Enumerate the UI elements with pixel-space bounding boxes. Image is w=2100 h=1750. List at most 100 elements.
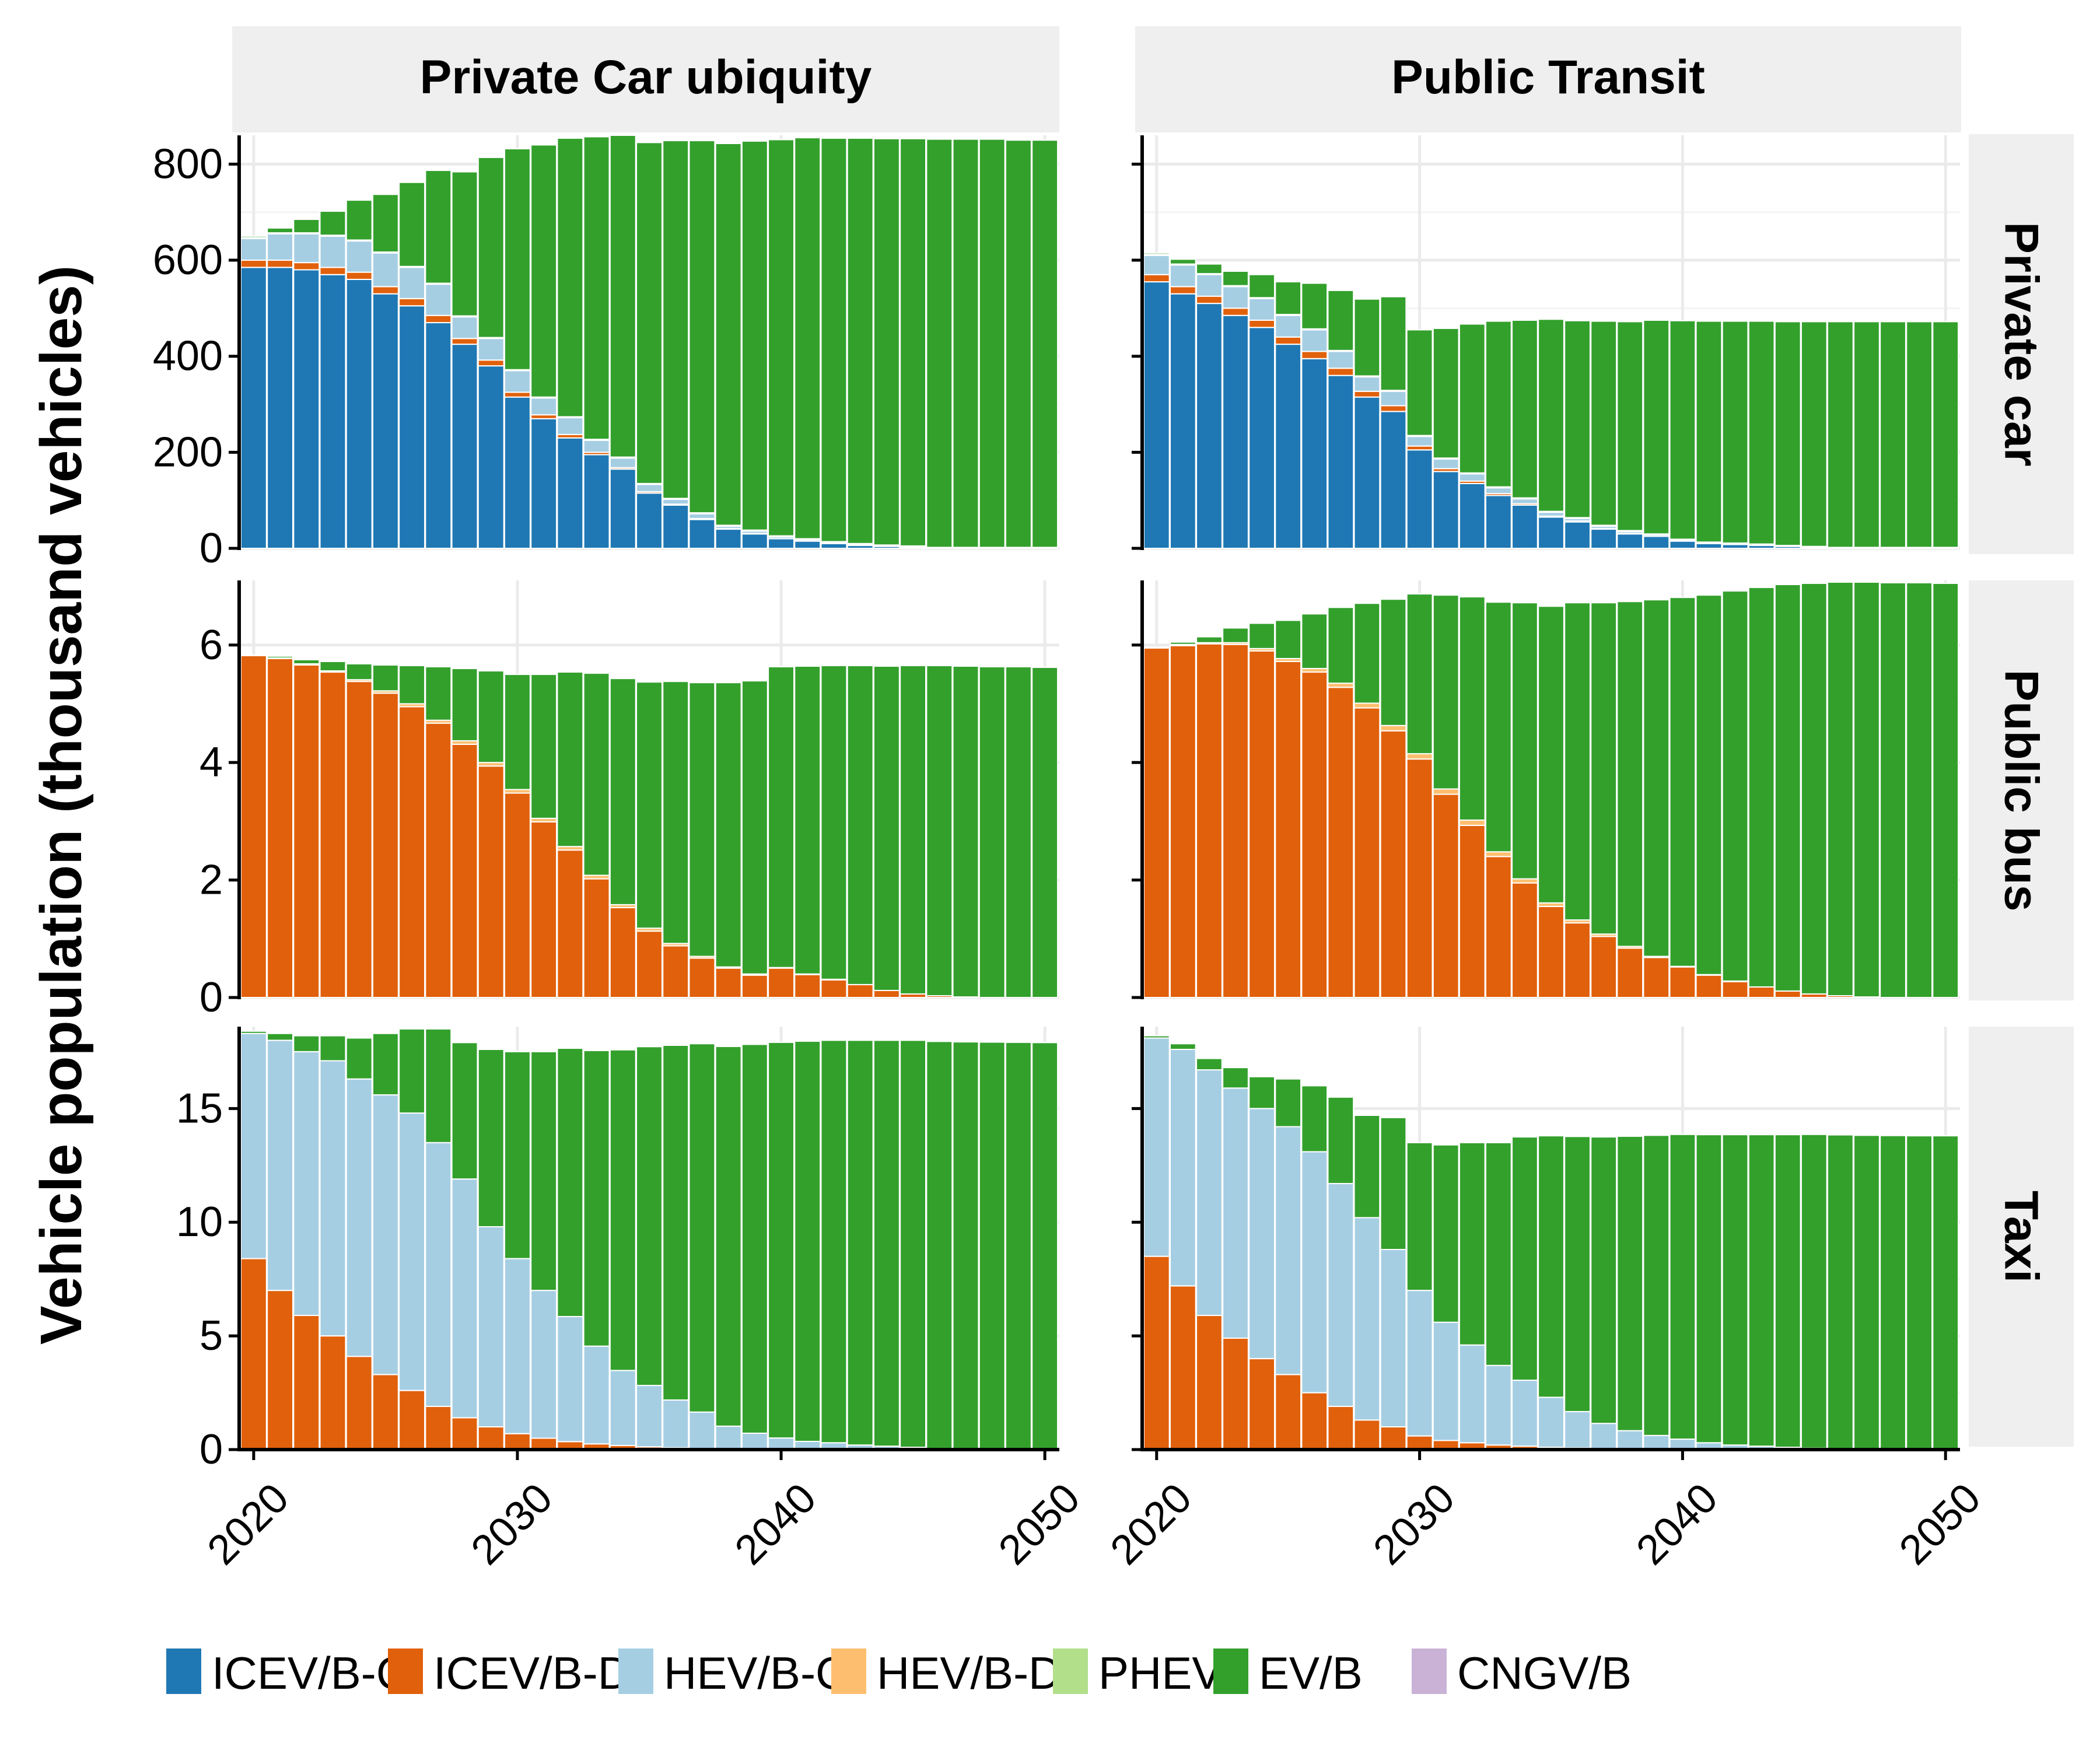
bar-private-car-ubiquity-public-bus-icev-b-d-2023 xyxy=(319,671,346,999)
bar-private-car-ubiquity-public-bus-icev-b-d-2036 xyxy=(662,945,690,998)
bar-public-transit-public-bus-ev-b-2036 xyxy=(1564,602,1591,921)
bar-public-transit-public-bus-icev-b-d-2024 xyxy=(1248,650,1275,998)
panel-public-transit-private-car xyxy=(1142,135,1960,550)
bar-public-transit-private-car-ev-b-2020 xyxy=(1143,252,1170,256)
bar-private-car-ubiquity-private-car-hev-b-g-2022 xyxy=(293,233,320,264)
bar-public-transit-private-car-hev-b-g-2031 xyxy=(1432,458,1460,470)
bar-private-car-ubiquity-private-car-icev-b-g-2026 xyxy=(398,305,426,549)
bar-public-transit-private-car-ev-b-2022 xyxy=(1196,263,1223,275)
bar-public-transit-public-bus-icev-b-d-2031 xyxy=(1432,793,1460,998)
bar-public-transit-taxi-hev-b-g-2039 xyxy=(1643,1434,1670,1450)
bar-private-car-ubiquity-taxi-icev-b-d-2022 xyxy=(293,1315,320,1450)
bar-public-transit-public-bus-icev-b-d-2026 xyxy=(1301,671,1328,999)
bar-private-car-ubiquity-public-bus-ev-b-2021 xyxy=(267,655,294,659)
bar-public-transit-private-car-ev-b-2031 xyxy=(1432,327,1460,459)
bar-public-transit-taxi-hev-b-g-2027 xyxy=(1327,1182,1354,1407)
bar-public-transit-taxi-ev-b-2022 xyxy=(1196,1058,1223,1071)
bar-private-car-ubiquity-public-bus-icev-b-d-2029 xyxy=(477,765,505,998)
bar-private-car-ubiquity-taxi-ev-b-2048 xyxy=(978,1041,1006,1450)
bar-public-transit-taxi-ev-b-2029 xyxy=(1380,1116,1407,1250)
bar-private-car-ubiquity-public-bus-ev-b-2047 xyxy=(952,666,979,998)
bar-private-car-ubiquity-private-car-hev-b-g-2032 xyxy=(556,417,584,435)
bar-private-car-ubiquity-taxi-icev-b-d-2030 xyxy=(504,1433,531,1451)
bar-public-transit-taxi-ev-b-2039 xyxy=(1643,1135,1670,1436)
bar-public-transit-public-bus-ev-b-2048 xyxy=(1880,582,1906,998)
bar-public-transit-private-car-ev-b-2050 xyxy=(1932,321,1959,548)
bar-private-car-ubiquity-private-car-icev-b-d-2026 xyxy=(398,298,426,307)
bar-public-transit-taxi-icev-b-d-2023 xyxy=(1222,1338,1249,1450)
bar-public-transit-taxi-hev-b-g-2030 xyxy=(1406,1290,1433,1437)
bar-private-car-ubiquity-taxi-hev-b-g-2036 xyxy=(662,1399,690,1448)
bar-public-transit-taxi-ev-b-2045 xyxy=(1800,1133,1828,1449)
bar-private-car-ubiquity-private-car-icev-b-g-2024 xyxy=(345,278,373,549)
bar-public-transit-public-bus-ev-b-2037 xyxy=(1590,602,1618,935)
bar-public-transit-private-car-hev-b-g-2033 xyxy=(1485,487,1512,495)
bar-private-car-ubiquity-private-car-hev-b-g-2024 xyxy=(345,240,373,273)
bar-private-car-ubiquity-private-car-ev-b-2030 xyxy=(504,148,531,370)
bar-private-car-ubiquity-private-car-ev-b-2049 xyxy=(1005,139,1032,548)
bar-public-transit-private-car-icev-b-g-2022 xyxy=(1196,303,1223,549)
bar-private-car-ubiquity-taxi-hev-b-g-2027 xyxy=(425,1142,452,1407)
bar-private-car-ubiquity-public-bus-icev-b-d-2031 xyxy=(530,821,558,999)
bar-private-car-ubiquity-taxi-ev-b-2050 xyxy=(1031,1042,1059,1450)
panel-private-car-ubiquity-taxi xyxy=(239,1027,1059,1451)
bar-private-car-ubiquity-private-car-icev-b-d-2021 xyxy=(267,260,294,268)
bar-private-car-ubiquity-taxi-ev-b-2033 xyxy=(583,1049,610,1347)
bar-private-car-ubiquity-public-bus-ev-b-2024 xyxy=(345,663,373,681)
bar-private-car-ubiquity-taxi-ev-b-2046 xyxy=(926,1041,953,1450)
bar-private-car-ubiquity-taxi-ev-b-2020 xyxy=(240,1030,267,1034)
row-title-public-bus: Public bus xyxy=(1995,670,2048,912)
bar-private-car-ubiquity-public-bus-ev-b-2034 xyxy=(609,678,636,905)
bar-public-transit-public-bus-ev-b-2024 xyxy=(1248,622,1275,649)
bar-private-car-ubiquity-taxi-hev-b-g-2038 xyxy=(715,1425,742,1450)
bar-private-car-ubiquity-taxi-hev-b-g-2021 xyxy=(267,1040,294,1292)
bar-private-car-ubiquity-private-car-icev-b-g-2028 xyxy=(451,344,478,549)
bar-public-transit-public-bus-ev-b-2043 xyxy=(1748,587,1775,988)
bar-private-car-ubiquity-taxi-icev-b-d-2025 xyxy=(372,1374,399,1450)
y-tick-label-public-bus-2: 4 xyxy=(200,739,223,786)
bar-private-car-ubiquity-taxi-ev-b-2040 xyxy=(768,1041,794,1439)
bar-private-car-ubiquity-private-car-icev-b-g-2034 xyxy=(609,468,636,549)
bar-private-car-ubiquity-taxi-ev-b-2025 xyxy=(372,1032,399,1096)
bar-public-transit-public-bus-ev-b-2041 xyxy=(1695,594,1723,975)
bar-private-car-ubiquity-taxi-ev-b-2027 xyxy=(425,1028,452,1143)
y-tick-label-public-bus-1: 2 xyxy=(200,857,223,904)
legend-swatch-ev-b xyxy=(1213,1648,1248,1694)
bar-public-transit-public-bus-hev-b-d-2027 xyxy=(1327,682,1354,688)
bar-private-car-ubiquity-private-car-ev-b-2035 xyxy=(636,142,663,484)
bar-public-transit-taxi-ev-b-2032 xyxy=(1458,1142,1486,1346)
bar-private-car-ubiquity-taxi-ev-b-2036 xyxy=(662,1044,690,1401)
bar-public-transit-private-car-ev-b-2025 xyxy=(1275,281,1302,316)
bar-private-car-ubiquity-public-bus-icev-b-d-2021 xyxy=(267,657,294,998)
bar-private-car-ubiquity-taxi-icev-b-d-2026 xyxy=(398,1390,426,1451)
bar-public-transit-taxi-hev-b-g-2029 xyxy=(1380,1248,1407,1428)
bar-public-transit-public-bus-ev-b-2035 xyxy=(1538,606,1564,904)
bar-private-car-ubiquity-public-bus-icev-b-d-2038 xyxy=(715,967,742,998)
bar-private-car-ubiquity-private-car-ev-b-2031 xyxy=(530,144,558,398)
y-tick-label-taxi-1: 5 xyxy=(200,1312,223,1359)
bar-public-transit-public-bus-icev-b-d-2029 xyxy=(1380,730,1407,999)
bar-public-transit-private-car-ev-b-2043 xyxy=(1748,320,1775,545)
bar-private-car-ubiquity-taxi-ev-b-2049 xyxy=(1005,1041,1032,1450)
y-tick-label-taxi-0: 0 xyxy=(200,1426,223,1473)
bar-public-transit-taxi-ev-b-2042 xyxy=(1721,1134,1749,1446)
bar-private-car-ubiquity-public-bus-icev-b-d-2035 xyxy=(636,930,663,998)
bar-public-transit-taxi-ev-b-2037 xyxy=(1590,1136,1618,1424)
bar-private-car-ubiquity-taxi-hev-b-g-2037 xyxy=(688,1411,716,1450)
bar-public-transit-taxi-icev-b-d-2028 xyxy=(1353,1419,1381,1450)
bar-private-car-ubiquity-private-car-ev-b-2050 xyxy=(1031,139,1059,548)
bar-private-car-ubiquity-public-bus-icev-b-d-2030 xyxy=(504,792,531,999)
bar-public-transit-private-car-icev-b-g-2039 xyxy=(1643,536,1670,549)
bar-private-car-ubiquity-public-bus-ev-b-2043 xyxy=(846,665,874,985)
bar-private-car-ubiquity-public-bus-hev-b-d-2020 xyxy=(240,654,267,656)
bar-private-car-ubiquity-private-car-hev-b-g-2025 xyxy=(372,252,399,288)
bar-public-transit-taxi-hev-b-g-2038 xyxy=(1616,1430,1644,1450)
bar-private-car-ubiquity-private-car-icev-b-d-2028 xyxy=(451,338,478,345)
bar-private-car-ubiquity-public-bus-ev-b-2046 xyxy=(926,665,953,996)
bar-private-car-ubiquity-private-car-icev-b-d-2027 xyxy=(425,314,452,324)
bar-public-transit-taxi-hev-b-g-2033 xyxy=(1485,1364,1512,1446)
bar-public-transit-private-car-ev-b-2032 xyxy=(1458,323,1486,474)
bar-public-transit-taxi-hev-b-g-2031 xyxy=(1432,1321,1460,1441)
bar-public-transit-taxi-ev-b-2031 xyxy=(1432,1144,1460,1323)
bar-private-car-ubiquity-private-car-icev-b-g-2031 xyxy=(530,418,558,550)
